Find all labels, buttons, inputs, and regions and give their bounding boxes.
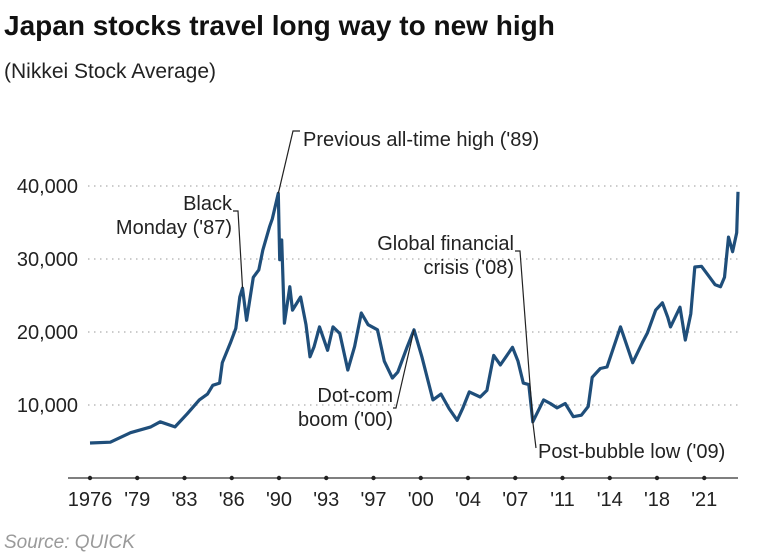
x-tick-label: '14: [597, 489, 623, 511]
x-tick-dot: [560, 475, 565, 481]
chart-subtitle: (Nikkei Stock Average): [4, 60, 217, 83]
annotation-post-bubble-low-text: Post-bubble low ('09): [538, 441, 725, 463]
y-tick-label: 20,000: [17, 322, 78, 344]
x-tick-dot: [182, 475, 187, 481]
source-note: Source: QUICK: [4, 532, 135, 553]
x-tick-label: '97: [360, 489, 386, 511]
nikkei-series-line: [89, 191, 740, 445]
y-tick-label: 30,000: [17, 249, 78, 271]
x-tick-label: '21: [691, 489, 717, 511]
x-tick-dot: [607, 475, 612, 481]
x-tick-label: '90: [266, 489, 292, 511]
annotation-financial-crisis-leader: [515, 250, 534, 422]
annotation-all-time-high-text: Previous all-time high ('89): [303, 129, 539, 151]
x-tick-label: '86: [219, 489, 245, 511]
annotation-black-monday-leader: [233, 210, 244, 289]
x-tick-dot: [513, 475, 518, 481]
x-tick-label: '79: [124, 489, 150, 511]
annotation-black-monday-text: Black: [183, 193, 233, 215]
x-tick-dot: [87, 475, 93, 481]
y-tick-label: 10,000: [17, 395, 78, 417]
x-tick-label: '83: [171, 489, 197, 511]
annotation-financial-crisis-text: Global financial: [377, 233, 514, 255]
x-tick-label: '07: [502, 489, 528, 511]
x-tick-dot: [229, 475, 234, 481]
x-tick-label: '93: [313, 489, 339, 511]
x-tick-label: '00: [408, 489, 434, 511]
x-tick-dot: [702, 475, 707, 481]
x-tick-dot: [135, 475, 140, 481]
annotation-all-time-high-leader: [277, 130, 300, 194]
annotation-black-monday-text: Monday ('87): [116, 217, 232, 239]
x-tick-label: '18: [644, 489, 670, 511]
annotation-dotcom-boom-leader: [393, 329, 415, 409]
annotation-financial-crisis-text: crisis ('08): [424, 257, 515, 279]
annotation-dotcom-boom-text: Dot-com: [317, 385, 393, 407]
x-tick-dot: [418, 475, 423, 481]
x-tick-label: '11: [550, 489, 575, 511]
y-tick-label: 40,000: [17, 176, 78, 198]
x-tick-label: '04: [455, 489, 481, 511]
x-tick-dot: [465, 475, 471, 481]
x-tick-dot: [276, 475, 282, 481]
annotation-dotcom-boom-text: boom ('00): [298, 409, 393, 431]
x-tick-dot: [324, 475, 329, 481]
x-tick-dot: [371, 475, 376, 481]
x-tick-label: 1976: [68, 489, 113, 511]
x-tick-dot: [654, 475, 660, 481]
chart-title: Japan stocks travel long way to new high: [4, 10, 555, 41]
annotation-post-bubble-low-leader: [532, 421, 537, 449]
